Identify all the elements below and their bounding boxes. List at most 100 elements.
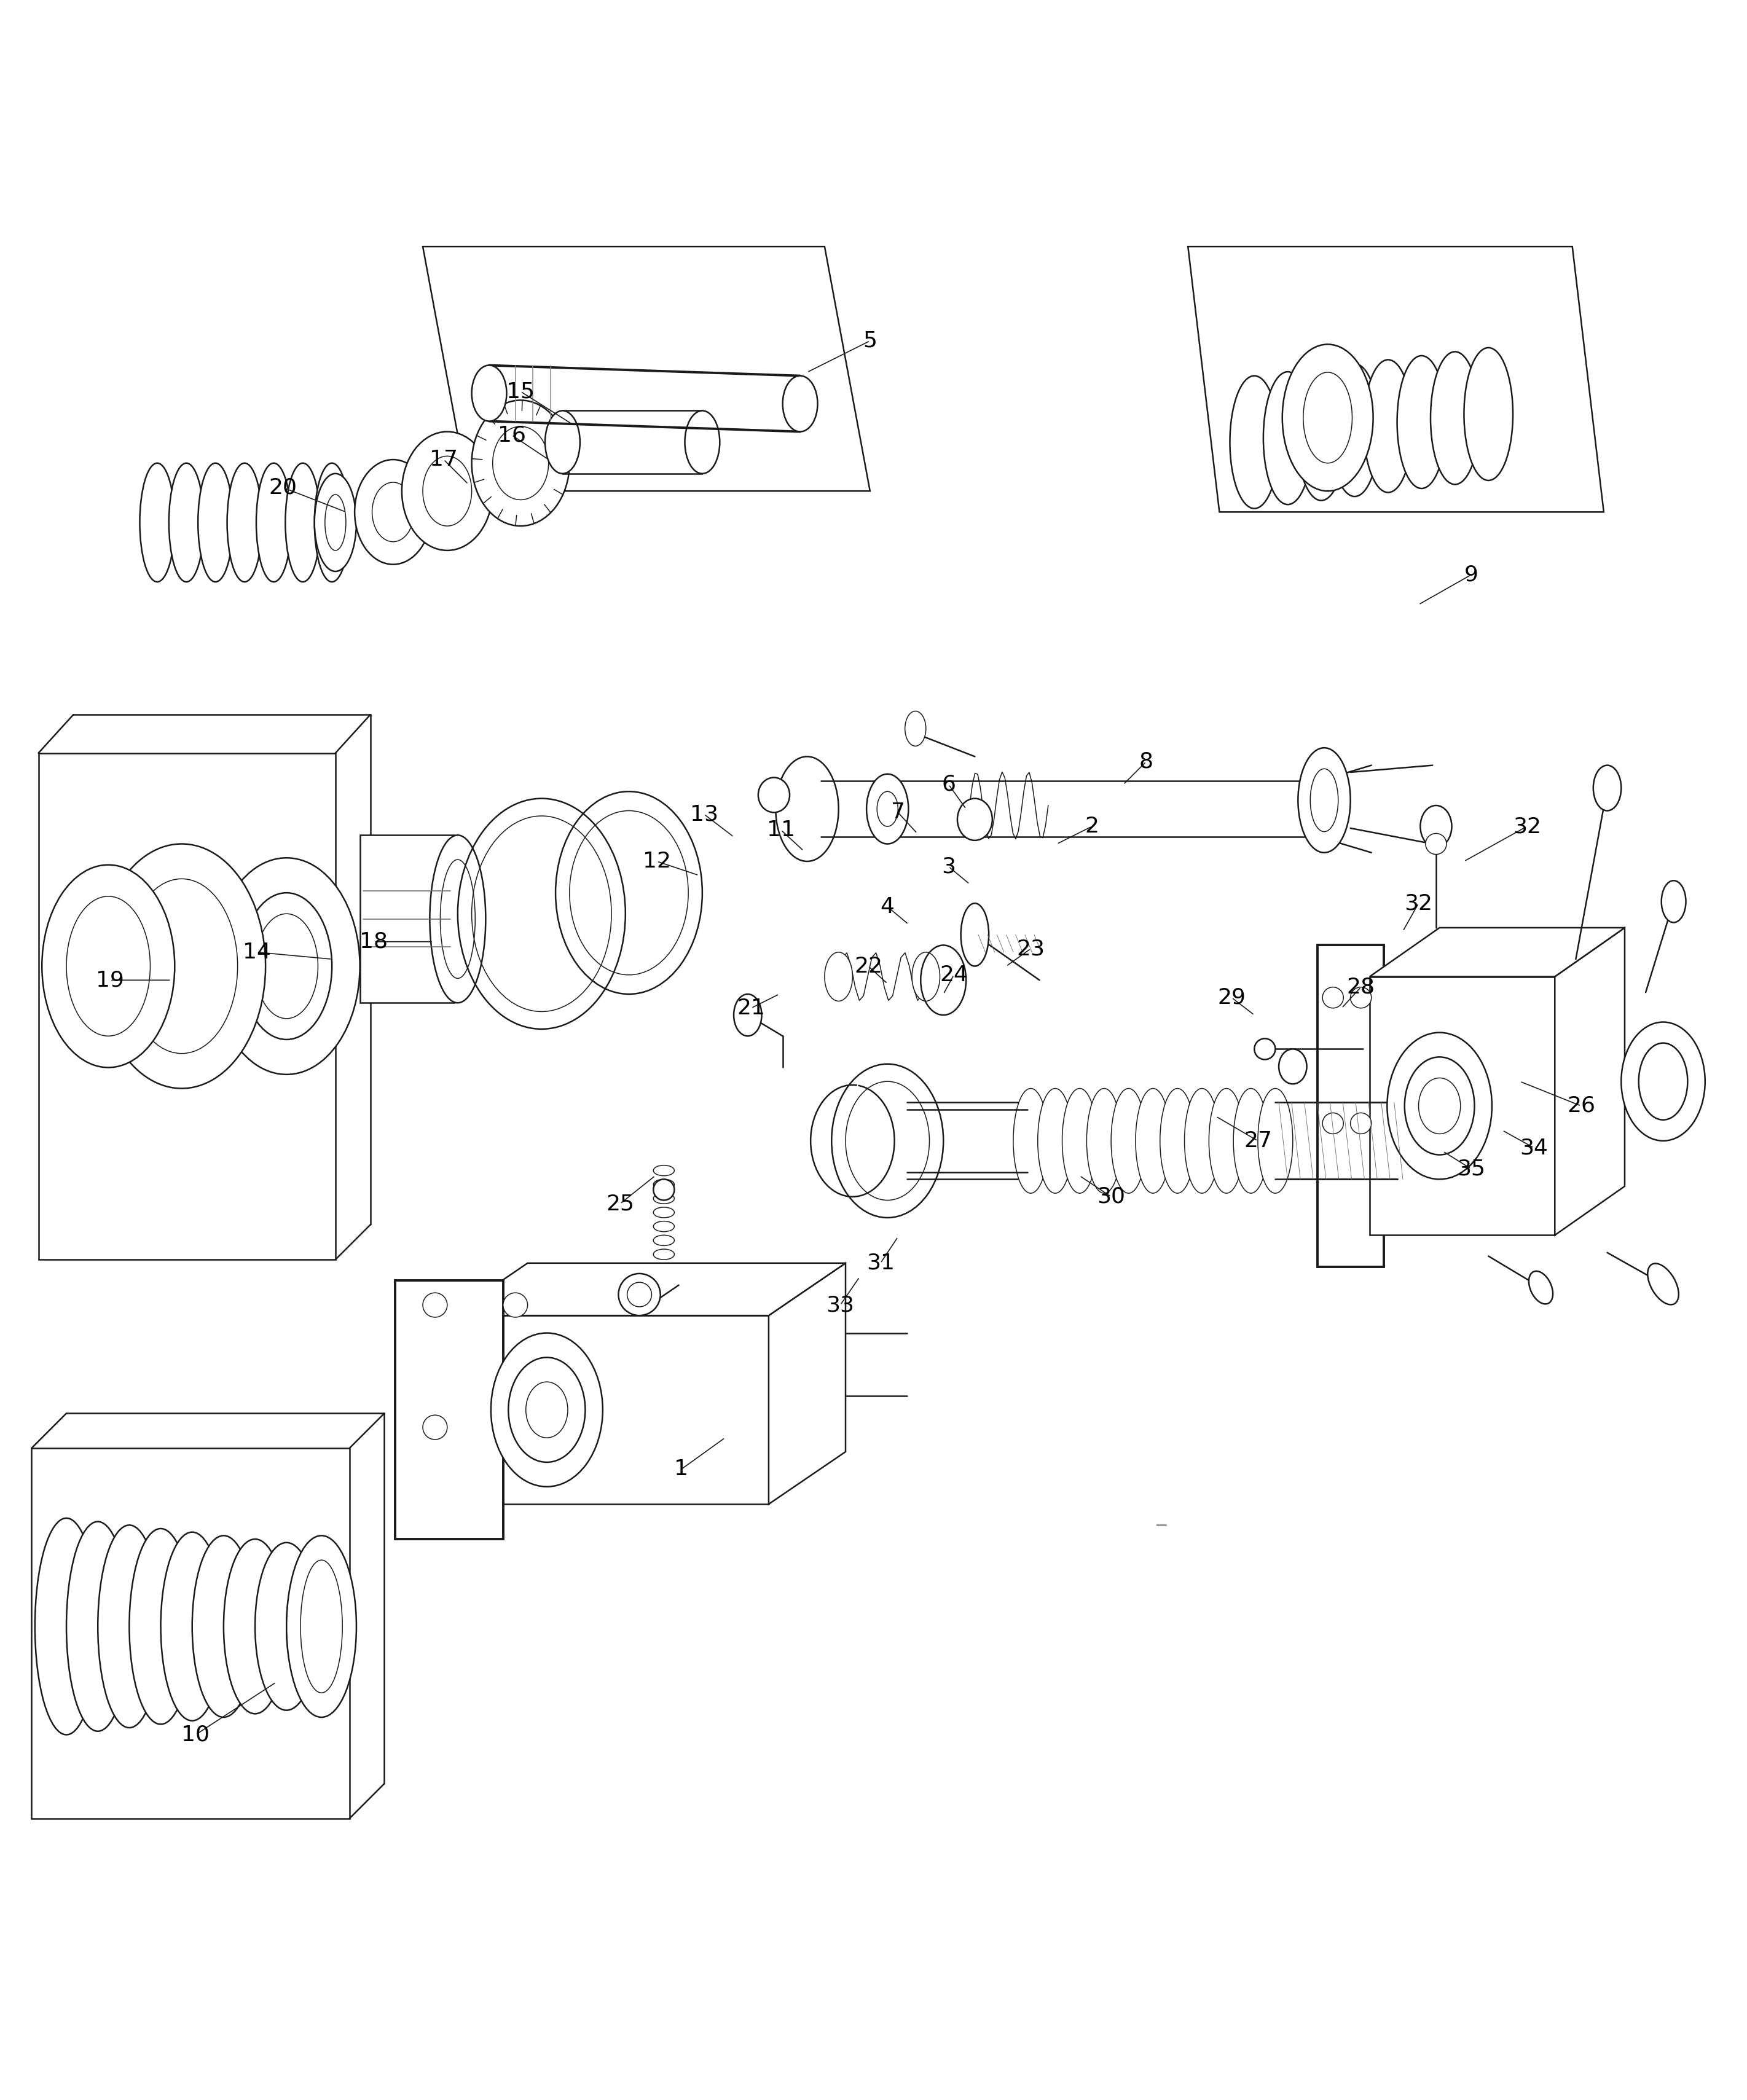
Ellipse shape — [287, 1546, 349, 1707]
Ellipse shape — [905, 712, 926, 745]
Ellipse shape — [1639, 1044, 1688, 1119]
Text: 4: 4 — [880, 897, 894, 918]
Text: 35: 35 — [1457, 1159, 1485, 1180]
Ellipse shape — [192, 1535, 255, 1718]
Ellipse shape — [653, 1180, 674, 1201]
Ellipse shape — [1038, 1088, 1073, 1193]
Ellipse shape — [35, 1518, 98, 1735]
Ellipse shape — [1258, 1088, 1293, 1193]
Ellipse shape — [1209, 1088, 1244, 1193]
Ellipse shape — [472, 365, 507, 422]
Text: 1: 1 — [674, 1459, 688, 1480]
Ellipse shape — [1405, 1056, 1474, 1155]
Text: 7: 7 — [891, 802, 905, 823]
Text: 27: 27 — [1244, 1130, 1272, 1151]
Ellipse shape — [545, 412, 580, 475]
Ellipse shape — [241, 892, 332, 1039]
Ellipse shape — [493, 426, 549, 500]
Ellipse shape — [325, 493, 346, 550]
Ellipse shape — [1420, 806, 1452, 848]
Ellipse shape — [618, 1273, 660, 1315]
Text: 2: 2 — [1085, 817, 1099, 838]
Polygon shape — [1370, 928, 1625, 976]
Polygon shape — [1555, 928, 1625, 1235]
Ellipse shape — [402, 433, 493, 550]
Ellipse shape — [1621, 1023, 1705, 1140]
Ellipse shape — [1364, 359, 1413, 494]
Polygon shape — [1317, 945, 1384, 1266]
Ellipse shape — [42, 865, 175, 1067]
Ellipse shape — [503, 1294, 528, 1317]
Ellipse shape — [423, 1415, 447, 1438]
Ellipse shape — [1160, 1088, 1195, 1193]
Ellipse shape — [98, 844, 266, 1088]
Polygon shape — [31, 1449, 349, 1819]
Ellipse shape — [161, 1533, 224, 1720]
Ellipse shape — [300, 1560, 342, 1693]
Ellipse shape — [1350, 987, 1371, 1008]
Ellipse shape — [734, 993, 762, 1035]
Text: 9: 9 — [1464, 565, 1478, 586]
Text: 20: 20 — [269, 477, 297, 498]
Ellipse shape — [314, 464, 349, 582]
Text: 23: 23 — [1017, 939, 1045, 960]
Ellipse shape — [140, 464, 175, 582]
Ellipse shape — [1298, 748, 1350, 853]
Text: 30: 30 — [1097, 1186, 1125, 1207]
Ellipse shape — [423, 1294, 447, 1317]
Ellipse shape — [255, 913, 318, 1018]
Ellipse shape — [1593, 764, 1621, 811]
Ellipse shape — [957, 798, 992, 840]
Ellipse shape — [1426, 834, 1447, 855]
Polygon shape — [769, 1262, 846, 1504]
Ellipse shape — [440, 859, 475, 979]
Text: 32: 32 — [1405, 892, 1433, 913]
Text: 22: 22 — [854, 956, 882, 976]
Polygon shape — [360, 836, 454, 1004]
Text: 8: 8 — [1139, 752, 1153, 773]
Text: 10: 10 — [182, 1724, 210, 1745]
Ellipse shape — [685, 412, 720, 475]
Ellipse shape — [503, 1415, 528, 1438]
Text: 3: 3 — [942, 857, 956, 878]
Text: 32: 32 — [1513, 817, 1541, 838]
Ellipse shape — [1111, 1088, 1146, 1193]
Ellipse shape — [1419, 1077, 1460, 1134]
Ellipse shape — [1230, 376, 1279, 508]
Polygon shape — [451, 1262, 846, 1315]
Polygon shape — [423, 246, 870, 491]
Ellipse shape — [1136, 1088, 1170, 1193]
Ellipse shape — [1661, 880, 1686, 922]
Ellipse shape — [1329, 363, 1378, 496]
Text: 13: 13 — [690, 804, 718, 825]
Ellipse shape — [197, 464, 232, 582]
Polygon shape — [1370, 976, 1555, 1235]
Ellipse shape — [472, 401, 570, 525]
Ellipse shape — [1647, 1264, 1679, 1304]
Ellipse shape — [1062, 1088, 1097, 1193]
Ellipse shape — [213, 859, 360, 1075]
Text: 29: 29 — [1218, 987, 1246, 1008]
Ellipse shape — [66, 1522, 129, 1730]
Polygon shape — [395, 1281, 503, 1539]
Ellipse shape — [1529, 1270, 1553, 1304]
Ellipse shape — [169, 464, 204, 582]
Ellipse shape — [423, 456, 472, 525]
Polygon shape — [451, 1315, 769, 1504]
Ellipse shape — [1296, 367, 1345, 500]
Ellipse shape — [783, 376, 818, 433]
Polygon shape — [1188, 246, 1604, 512]
Ellipse shape — [224, 1539, 287, 1714]
Ellipse shape — [257, 464, 292, 582]
Text: 16: 16 — [498, 424, 526, 445]
Ellipse shape — [355, 460, 432, 565]
Text: 26: 26 — [1567, 1096, 1595, 1117]
Ellipse shape — [1013, 1088, 1048, 1193]
Text: 14: 14 — [243, 941, 271, 962]
Ellipse shape — [1263, 372, 1312, 504]
Ellipse shape — [287, 1535, 356, 1718]
Text: 12: 12 — [643, 851, 671, 872]
Ellipse shape — [129, 1529, 192, 1724]
Ellipse shape — [508, 1357, 585, 1462]
Ellipse shape — [1279, 1050, 1307, 1084]
